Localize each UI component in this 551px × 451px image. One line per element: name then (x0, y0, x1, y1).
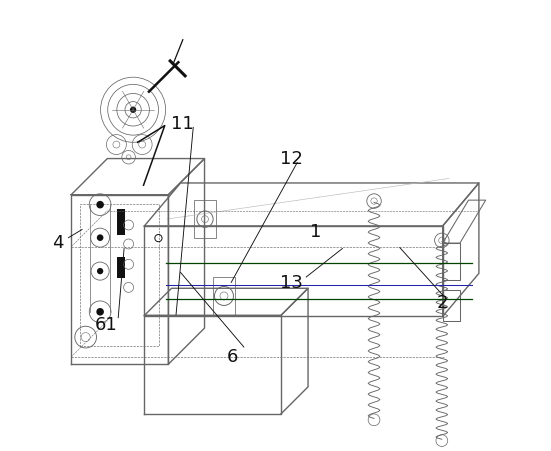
Bar (443, 290, 460, 321)
Text: 2: 2 (437, 293, 449, 311)
Text: 13: 13 (280, 273, 302, 291)
Bar (443, 244, 460, 281)
Text: 4: 4 (52, 234, 63, 252)
Circle shape (96, 308, 104, 316)
Bar (80, 204, 159, 346)
Text: 1: 1 (311, 222, 322, 240)
Bar (213, 277, 235, 315)
Circle shape (97, 235, 104, 241)
Text: 6: 6 (227, 347, 238, 365)
Circle shape (97, 268, 103, 275)
Circle shape (96, 202, 104, 209)
Text: 61: 61 (95, 315, 117, 333)
Text: 11: 11 (171, 115, 194, 133)
Text: 12: 12 (280, 150, 302, 168)
Bar (117, 257, 125, 278)
Circle shape (130, 107, 136, 114)
Bar (117, 210, 125, 235)
Bar (194, 200, 217, 239)
